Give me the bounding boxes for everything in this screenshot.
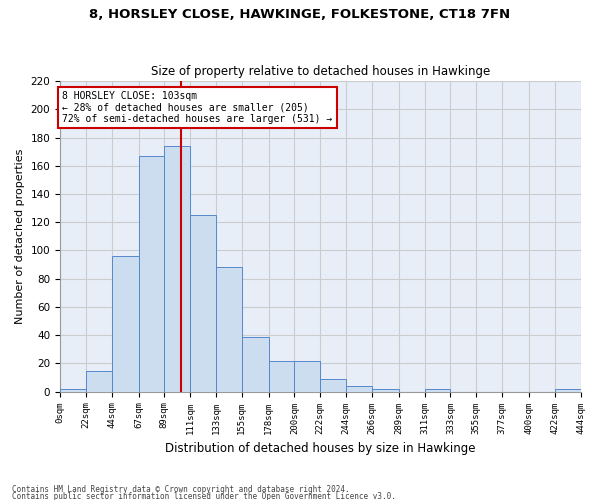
Bar: [372, 389, 399, 392]
Y-axis label: Number of detached properties: Number of detached properties: [15, 148, 25, 324]
Bar: [139, 156, 164, 392]
Title: Size of property relative to detached houses in Hawkinge: Size of property relative to detached ho…: [151, 66, 490, 78]
Text: Contains public sector information licensed under the Open Government Licence v3: Contains public sector information licen…: [12, 492, 396, 500]
Bar: [320, 379, 346, 392]
X-axis label: Distribution of detached houses by size in Hawkinge: Distribution of detached houses by size …: [165, 442, 476, 455]
Bar: [112, 256, 139, 392]
Bar: [60, 389, 86, 392]
Bar: [86, 370, 112, 392]
Bar: [216, 268, 242, 392]
Bar: [190, 215, 216, 392]
Text: 8 HORSLEY CLOSE: 103sqm
← 28% of detached houses are smaller (205)
72% of semi-d: 8 HORSLEY CLOSE: 103sqm ← 28% of detache…: [62, 91, 332, 124]
Text: 8, HORSLEY CLOSE, HAWKINGE, FOLKESTONE, CT18 7FN: 8, HORSLEY CLOSE, HAWKINGE, FOLKESTONE, …: [89, 8, 511, 20]
Bar: [242, 336, 269, 392]
Bar: [295, 360, 320, 392]
Bar: [346, 386, 372, 392]
Bar: [425, 389, 451, 392]
Bar: [164, 146, 190, 392]
Bar: [269, 360, 295, 392]
Text: Contains HM Land Registry data © Crown copyright and database right 2024.: Contains HM Land Registry data © Crown c…: [12, 486, 350, 494]
Bar: [555, 389, 581, 392]
